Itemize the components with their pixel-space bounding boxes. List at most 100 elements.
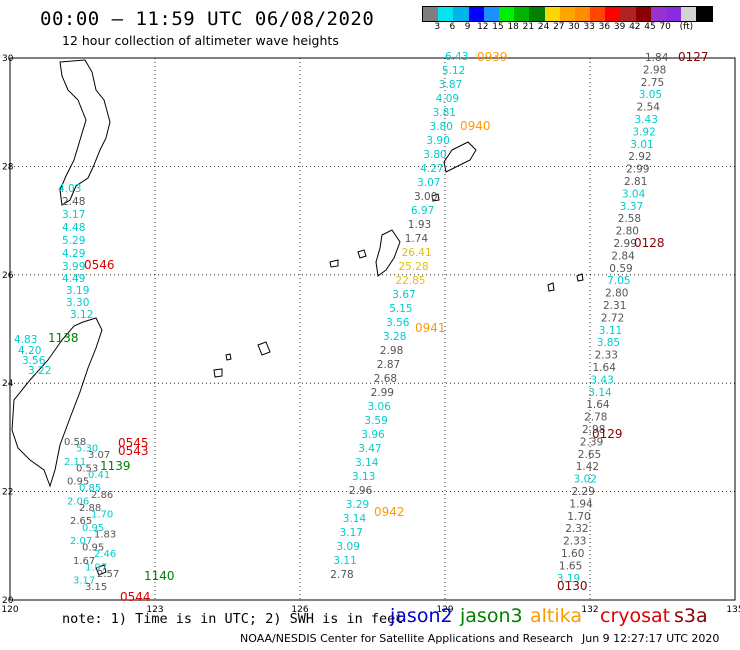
coastline-shape xyxy=(443,141,477,173)
pass-time-label: 0939 xyxy=(477,50,508,64)
legend-s3a: s3a xyxy=(674,605,708,627)
pass-time-label: 1138 xyxy=(48,331,79,345)
swh-label: 2.92 xyxy=(628,151,651,163)
swh-label: 4.03 xyxy=(58,183,81,195)
color-legend-label: (ft) xyxy=(679,22,694,32)
swh-label: 6.43 xyxy=(445,51,468,63)
color-swatch xyxy=(483,7,499,21)
color-legend-label: 6 xyxy=(449,22,456,32)
x-tick-label: 132 xyxy=(581,605,598,615)
swh-label: 3.17 xyxy=(73,576,95,587)
swh-label: 0.41 xyxy=(88,470,110,481)
swh-label: 2.58 xyxy=(618,213,641,225)
coastline-shape xyxy=(547,282,555,292)
x-tick-label: 123 xyxy=(146,605,163,615)
swh-label: 4.27 xyxy=(420,163,443,175)
color-swatch xyxy=(438,7,454,21)
swh-label: 5.15 xyxy=(389,303,412,315)
swh-label: 0.85 xyxy=(79,483,101,494)
swh-label: 1.94 xyxy=(569,498,593,510)
swh-label: 25.28 xyxy=(399,261,429,273)
swh-label: 2.84 xyxy=(611,250,635,262)
swh-label: 3.67 xyxy=(392,289,415,301)
pass-time-label: 0940 xyxy=(460,119,491,133)
color-legend-label: 18 xyxy=(507,22,519,32)
swh-label: 3.14 xyxy=(588,387,612,399)
swh-label: 3.85 xyxy=(597,337,620,349)
pass-time-label: 0942 xyxy=(374,505,405,519)
swh-label: 3.17 xyxy=(340,527,363,539)
swh-label: 3.30 xyxy=(66,297,89,309)
swh-label: 3.17 xyxy=(62,209,85,221)
chart-title: 00:00 – 11:59 UTC 06/08/2020 xyxy=(40,8,375,30)
swh-label: 3.19 xyxy=(557,573,580,585)
map-frame xyxy=(9,57,736,601)
pass-time-label: 0130 xyxy=(557,579,588,593)
swh-label: 2.98 xyxy=(582,424,605,436)
swh-label: 3.01 xyxy=(630,139,653,151)
legend-altika: altika xyxy=(530,605,582,627)
swh-label: 1.70 xyxy=(91,510,113,521)
swh-label: 5.30 xyxy=(76,444,98,455)
swh-label: 2.98 xyxy=(380,345,403,357)
swh-label: 3.00 xyxy=(414,191,437,203)
swh-label: 0.95 xyxy=(67,477,89,488)
swh-label: 2.65 xyxy=(578,449,601,461)
pass-time-label: 0546 xyxy=(84,258,115,272)
swh-label: 1.83 xyxy=(94,529,116,540)
pass-time-label: 0544 xyxy=(120,590,151,604)
swh-label: 3.06 xyxy=(368,401,392,413)
color-swatch xyxy=(514,7,530,21)
grid-lines xyxy=(10,58,735,600)
swh-label: 2.98 xyxy=(643,64,666,76)
swh-label: 2.86 xyxy=(91,490,113,501)
swh-label: 3.80 xyxy=(423,149,446,161)
color-legend-label: 39 xyxy=(613,22,626,32)
swh-label: 2.39 xyxy=(580,436,603,448)
swh-label: 2.33 xyxy=(563,536,586,548)
color-swatch xyxy=(696,7,712,21)
swh-label: 3.99 xyxy=(62,261,85,273)
legend-cryosat: cryosat xyxy=(600,605,671,627)
swh-label: 4.29 xyxy=(62,248,85,260)
swh-label: 3.14 xyxy=(343,513,367,525)
swh-label: 1.67 xyxy=(73,556,95,567)
color-swatch xyxy=(635,7,651,21)
swh-label: 2.31 xyxy=(603,300,626,312)
swh-label: 5.29 xyxy=(62,235,85,247)
color-legend-label: 12 xyxy=(477,22,489,32)
swh-label: 3.56 xyxy=(386,317,410,329)
swh-label: 3.90 xyxy=(426,135,449,147)
swh-label: 3.92 xyxy=(632,126,655,138)
swh-label: 2.65 xyxy=(70,516,92,527)
swh-label: 2.88 xyxy=(79,503,101,514)
swh-label: 3.47 xyxy=(358,443,381,455)
swh-label: 2.11 xyxy=(64,457,86,468)
swh-label: 2.80 xyxy=(616,226,639,238)
coastline xyxy=(11,59,584,576)
swh-label: 2.72 xyxy=(601,312,624,324)
swh-label: 2.68 xyxy=(374,373,397,385)
swh-label: 2.48 xyxy=(62,196,85,208)
pass-time-label: 0941 xyxy=(415,321,446,335)
color-swatch xyxy=(423,7,439,21)
color-swatch xyxy=(666,7,682,21)
pass-time-label: 0543 xyxy=(118,444,149,458)
swh-label: 1.74 xyxy=(405,233,429,245)
swh-label: 2.81 xyxy=(624,176,647,188)
coastline-shape xyxy=(95,564,107,576)
swh-label: 3.14 xyxy=(355,457,379,469)
color-swatch xyxy=(681,7,697,21)
pass-time-label: 1140 xyxy=(144,569,175,583)
swh-label: 1.64 xyxy=(593,362,617,374)
swh-label: 1.60 xyxy=(561,548,584,560)
swh-label: 3.05 xyxy=(639,89,662,101)
coastline-shape xyxy=(225,353,232,361)
swh-label: 2.87 xyxy=(377,359,400,371)
swh-label: 2.29 xyxy=(572,486,595,498)
coastline-shape xyxy=(257,341,271,356)
swh-label: 0.95 xyxy=(82,523,104,534)
pass-time-label: 0129 xyxy=(592,427,623,441)
swh-label: 0.53 xyxy=(76,463,98,474)
